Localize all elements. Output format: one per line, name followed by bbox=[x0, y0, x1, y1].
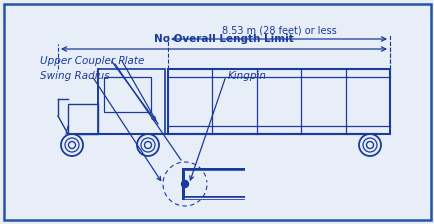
Text: Kingpin: Kingpin bbox=[227, 71, 266, 81]
Circle shape bbox=[358, 134, 380, 156]
Bar bbox=[98, 69, 164, 134]
Circle shape bbox=[144, 142, 151, 149]
Text: 8.53 m (28 feet) or less: 8.53 m (28 feet) or less bbox=[221, 25, 335, 35]
Text: Swing Radius: Swing Radius bbox=[40, 71, 109, 81]
Bar bbox=[104, 77, 151, 112]
Bar bbox=[184, 168, 244, 172]
Text: No Overall Length Limit: No Overall Length Limit bbox=[154, 34, 293, 44]
Text: Upper Coupler Plate: Upper Coupler Plate bbox=[40, 56, 144, 66]
Circle shape bbox=[181, 181, 188, 187]
Bar bbox=[184, 196, 244, 200]
Circle shape bbox=[366, 142, 373, 149]
Circle shape bbox=[362, 138, 376, 152]
Circle shape bbox=[137, 134, 159, 156]
Circle shape bbox=[68, 142, 76, 149]
Bar bbox=[181, 168, 184, 200]
Circle shape bbox=[65, 138, 79, 152]
Circle shape bbox=[141, 138, 155, 152]
Circle shape bbox=[61, 134, 83, 156]
Bar bbox=[168, 69, 389, 134]
Bar bbox=[68, 104, 98, 134]
